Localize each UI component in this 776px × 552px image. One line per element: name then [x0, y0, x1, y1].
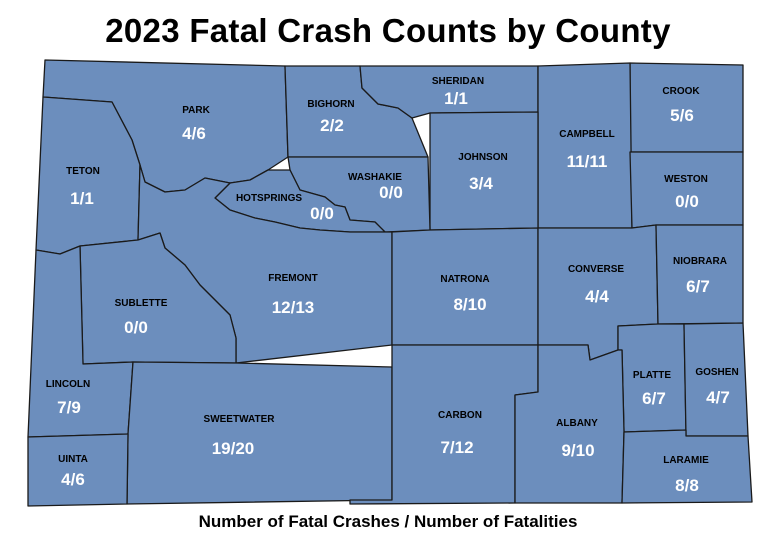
county-name-goshen: GOSHEN	[695, 367, 738, 378]
county-count-hotsprings: 0/0	[310, 204, 334, 223]
county-count-washakie: 0/0	[379, 183, 403, 202]
county-count-weston: 0/0	[675, 192, 699, 211]
county-name-uinta: UINTA	[58, 454, 88, 465]
county-name-sublette: SUBLETTE	[115, 298, 168, 309]
county-count-sweetwater: 19/20	[212, 439, 255, 458]
county-name-converse: CONVERSE	[568, 264, 624, 275]
county-name-sheridan: SHERIDAN	[432, 76, 484, 87]
county-name-johnson: JOHNSON	[458, 152, 507, 163]
county-uinta[interactable]	[27, 433, 129, 507]
county-name-sweetwater: SWEETWATER	[204, 414, 276, 425]
county-count-johnson: 3/4	[469, 174, 493, 193]
county-name-lincoln: LINCOLN	[46, 379, 90, 390]
county-count-park: 4/6	[182, 124, 206, 143]
county-weston[interactable]	[629, 151, 744, 229]
county-name-niobrara: NIOBRARA	[673, 256, 727, 267]
county-name-albany: ALBANY	[556, 418, 598, 429]
county-count-fremont: 12/13	[272, 298, 315, 317]
county-count-albany: 9/10	[561, 441, 594, 460]
county-count-natrona: 8/10	[453, 295, 486, 314]
county-count-teton: 1/1	[70, 189, 94, 208]
county-count-platte: 6/7	[642, 389, 666, 408]
county-name-laramie: LARAMIE	[663, 455, 709, 466]
county-name-fremont: FREMONT	[268, 273, 317, 284]
county-count-laramie: 8/8	[675, 476, 699, 495]
county-count-sheridan: 1/1	[444, 89, 468, 108]
county-sweetwater[interactable]	[126, 361, 393, 505]
county-name-teton: TETON	[66, 166, 100, 177]
county-name-park: PARK	[182, 105, 210, 116]
county-name-campbell: CAMPBELL	[559, 129, 615, 140]
county-campbell[interactable]	[537, 62, 633, 229]
county-laramie[interactable]	[621, 429, 753, 504]
county-name-washakie: WASHAKIE	[348, 172, 402, 183]
county-name-carbon: CARBON	[438, 410, 482, 421]
county-name-crook: CROOK	[662, 86, 700, 97]
county-count-goshen: 4/7	[706, 388, 730, 407]
county-count-crook: 5/6	[670, 106, 694, 125]
county-name-natrona: NATRONA	[440, 274, 489, 285]
county-count-converse: 4/4	[585, 287, 609, 306]
county-count-campbell: 11/11	[567, 152, 608, 171]
county-count-niobrara: 6/7	[686, 277, 710, 296]
county-name-bighorn: BIGHORN	[307, 99, 354, 110]
county-name-hotsprings: HOTSPRINGS	[236, 193, 302, 204]
county-count-uinta: 4/6	[61, 470, 85, 489]
county-name-platte: PLATTE	[633, 370, 671, 381]
county-count-lincoln: 7/9	[57, 398, 81, 417]
county-count-sublette: 0/0	[124, 318, 148, 337]
map-caption: Number of Fatal Crashes / Number of Fata…	[198, 512, 578, 531]
map-title: 2023 Fatal Crash Counts by County	[105, 12, 671, 49]
county-count-bighorn: 2/2	[320, 116, 344, 135]
county-count-carbon: 7/12	[440, 438, 473, 457]
county-niobrara[interactable]	[655, 224, 744, 325]
county-name-weston: WESTON	[664, 174, 708, 185]
county-natrona[interactable]	[391, 227, 539, 346]
county-johnson[interactable]	[429, 111, 539, 231]
county-goshen[interactable]	[683, 322, 749, 437]
